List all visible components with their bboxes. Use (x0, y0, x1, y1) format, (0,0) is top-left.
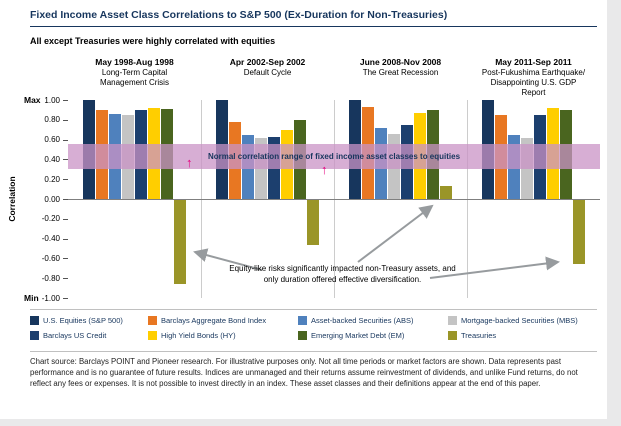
page-title: Fixed Income Asset Class Correlations to… (30, 9, 448, 21)
group-event-label: The Great Recession (362, 68, 439, 77)
y-tick-label: 0.80 (44, 115, 60, 125)
y-axis-title: Correlation (7, 176, 17, 222)
legend-item-mortgage-backed-securities-mbs: Mortgage-backed Securities (MBS) (448, 316, 597, 325)
range-up-arrow-icon: ↑ (321, 162, 328, 177)
y-tick-label: -1.00 (41, 293, 60, 303)
legend-top-divider (30, 309, 597, 310)
range-up-arrow-icon: ↑ (186, 155, 193, 170)
y-min-label: Min (24, 293, 39, 303)
legend-swatch (148, 331, 157, 340)
legend-label: Barclays US Credit (43, 331, 107, 340)
bar-treasuries (440, 186, 452, 199)
legend: U.S. Equities (S&P 500) Barclays Aggregat… (30, 316, 597, 340)
legend-label: U.S. Equities (S&P 500) (43, 316, 123, 325)
group-event-label: Default Cycle (243, 68, 292, 77)
bar-treasuries (307, 200, 319, 245)
legend-label: Treasuries (461, 331, 497, 340)
legend-item-barclays-us-credit: Barclays US Credit (30, 331, 148, 340)
chart-subtitle: All except Treasuries were highly correl… (30, 36, 276, 46)
legend-label: Emerging Market Debt (EM) (311, 331, 405, 340)
y-tick-mark (63, 238, 68, 240)
bar-treasuries (174, 200, 186, 285)
y-max-label: Max (24, 95, 41, 105)
legend-label: Mortgage-backed Securities (MBS) (461, 316, 578, 325)
group-period-label: June 2008-Nov 2008 (359, 57, 442, 67)
plot-area: Normal correlation range of fixed income… (63, 100, 600, 299)
legend-swatch (448, 331, 457, 340)
legend-label: High Yield Bonds (HY) (161, 331, 236, 340)
legend-swatch (30, 331, 39, 340)
y-tick-label: -0.80 (41, 273, 60, 283)
chart-annotation: Equity-like risks significantly impacted… (229, 264, 456, 284)
y-tick-mark (63, 159, 68, 161)
y-tick-label: -0.60 (41, 253, 60, 263)
y-tick-label: 1.00 (44, 95, 60, 105)
legend-item-barclays-aggregate-bond-index: Barclays Aggregate Bond Index (148, 316, 298, 325)
y-tick-mark (63, 119, 68, 121)
page: Fixed Income Asset Class Correlations to… (0, 0, 607, 419)
group-period-label: May 2011-Sep 2011 (495, 57, 572, 67)
bar-treasuries (573, 200, 585, 265)
y-tick-label: 0.60 (44, 135, 60, 145)
legend-swatch (298, 331, 307, 340)
y-tick-label: 0.00 (44, 194, 60, 204)
group-header: Apr 2002-Sep 2002 Default Cycle (201, 57, 334, 98)
y-tick-label: -0.40 (41, 234, 60, 244)
y-axis-ticks: 1.00 0.80 0.60 0.40 0.20 0.00 -0.20 -0.40 -0.60 -… (36, 96, 62, 303)
group-event-label: Long-Term Capital Management Crisis (100, 68, 169, 87)
legend-swatch (448, 316, 457, 325)
y-tick-label: 0.40 (44, 154, 60, 164)
group-period-label: Apr 2002-Sep 2002 (229, 57, 306, 67)
legend-label: Barclays Aggregate Bond Index (161, 316, 267, 325)
legend-bottom-divider (30, 351, 597, 352)
legend-item-treasuries: Treasuries (448, 331, 597, 340)
y-tick-mark (63, 100, 68, 101)
footer-disclaimer: Chart source: Barclays POINT and Pioneer… (30, 357, 578, 388)
legend-item-emerging-market-debt-em: Emerging Market Debt (EM) (298, 331, 448, 340)
group-period-label: May 1998-Aug 1998 (95, 57, 174, 67)
group-header: May 2011-Sep 2011 Post-Fukushima Earthqua… (467, 57, 600, 98)
group-event-label: Post-Fukushima Earthquake/ Disappointing… (481, 68, 586, 97)
y-tick-label: -0.20 (41, 214, 60, 224)
group-headers: May 1998-Aug 1998 Long-Term Capital Manag… (68, 57, 600, 98)
y-tick-mark (63, 278, 68, 280)
legend-swatch (30, 316, 39, 325)
y-tick-mark (63, 199, 68, 200)
legend-item-high-yield-bonds-hy: High Yield Bonds (HY) (148, 331, 298, 340)
normal-range-band: Normal correlation range of fixed income… (68, 144, 600, 169)
y-tick-mark (63, 179, 68, 181)
y-tick-mark (63, 218, 68, 220)
y-tick-label: 0.20 (44, 174, 60, 184)
legend-label: Asset-backed Securities (ABS) (311, 316, 414, 325)
legend-swatch (298, 316, 307, 325)
y-tick-mark (63, 139, 68, 141)
zero-axis-line (68, 199, 600, 200)
normal-range-band-label: Normal correlation range of fixed income… (207, 152, 461, 161)
legend-item-u-s-equities-s-p-500: U.S. Equities (S&P 500) (30, 316, 148, 325)
y-tick-mark (63, 258, 68, 260)
y-tick-mark (63, 298, 68, 299)
legend-swatch (148, 316, 157, 325)
group-header: June 2008-Nov 2008 The Great Recession (334, 57, 467, 98)
legend-item-asset-backed-securities-abs: Asset-backed Securities (ABS) (298, 316, 448, 325)
title-divider (30, 26, 597, 27)
group-header: May 1998-Aug 1998 Long-Term Capital Manag… (68, 57, 201, 98)
